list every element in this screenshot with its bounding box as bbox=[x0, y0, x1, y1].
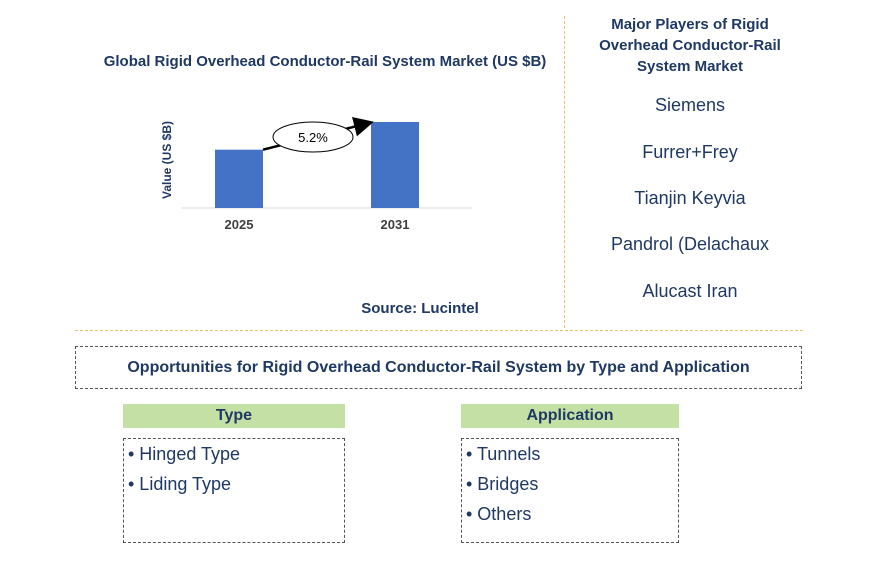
player-item: Furrer+Frey bbox=[642, 142, 738, 162]
bar-2025 bbox=[215, 149, 263, 208]
source-label: Source: Lucintel bbox=[361, 300, 479, 317]
bar-2031 bbox=[371, 122, 419, 208]
type-list: • Hinged Type • Liding Type bbox=[123, 438, 345, 543]
horizontal-divider bbox=[75, 330, 803, 331]
list-item: • Liding Type bbox=[128, 474, 232, 494]
application-list: • Tunnels • Bridges • Others bbox=[461, 438, 679, 543]
player-item: Siemens bbox=[654, 95, 726, 115]
player-item: Pandrol (Delachaux bbox=[610, 234, 770, 254]
cagr-label: 5.2% bbox=[298, 130, 328, 145]
bar-chart: Value (US $B) 5.2% 2025 2031 bbox=[160, 116, 472, 232]
list-item: • Hinged Type bbox=[128, 444, 241, 464]
player-item: Alucast Iran bbox=[642, 281, 738, 301]
list-item: • Others bbox=[466, 504, 532, 524]
list-item: • Tunnels bbox=[466, 444, 541, 464]
opportunities-title: Opportunities for Rigid Overhead Conduct… bbox=[75, 346, 802, 389]
y-axis-label: Value (US $B) bbox=[160, 121, 174, 199]
x-tick-label: 2031 bbox=[381, 217, 410, 232]
type-header: Type bbox=[123, 404, 345, 428]
x-tick-label: 2025 bbox=[225, 217, 254, 232]
application-header: Application bbox=[461, 404, 679, 428]
player-item: Tianjin Keyvia bbox=[634, 188, 746, 208]
chart-title: Global Rigid Overhead Conductor-Rail Sys… bbox=[103, 53, 547, 70]
list-item: • Bridges bbox=[466, 474, 539, 494]
vertical-divider bbox=[564, 16, 565, 328]
growth-annotation: 5.2% bbox=[262, 116, 374, 153]
players-title: Major Players of Rigid Overhead Conducto… bbox=[599, 16, 781, 75]
cagr-ellipse bbox=[272, 121, 354, 153]
